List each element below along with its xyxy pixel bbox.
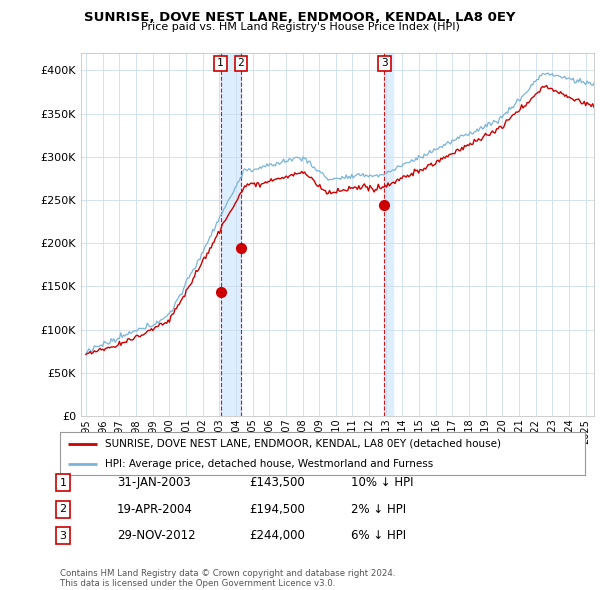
Text: 1: 1 (217, 58, 224, 68)
Text: £194,500: £194,500 (249, 503, 305, 516)
Text: 19-APR-2004: 19-APR-2004 (117, 503, 193, 516)
Text: Price paid vs. HM Land Registry's House Price Index (HPI): Price paid vs. HM Land Registry's House … (140, 22, 460, 32)
Text: 1: 1 (59, 478, 67, 487)
Bar (385, 53, 393, 416)
Bar (221, 53, 241, 416)
Text: 6% ↓ HPI: 6% ↓ HPI (351, 529, 406, 542)
Text: £143,500: £143,500 (249, 476, 305, 489)
Text: 10% ↓ HPI: 10% ↓ HPI (351, 476, 413, 489)
Text: SUNRISE, DOVE NEST LANE, ENDMOOR, KENDAL, LA8 0EY: SUNRISE, DOVE NEST LANE, ENDMOOR, KENDAL… (84, 11, 516, 24)
Text: 29-NOV-2012: 29-NOV-2012 (117, 529, 196, 542)
Text: £244,000: £244,000 (249, 529, 305, 542)
Text: 2: 2 (238, 58, 244, 68)
Text: 3: 3 (59, 531, 67, 540)
Text: 3: 3 (381, 58, 388, 68)
Text: SUNRISE, DOVE NEST LANE, ENDMOOR, KENDAL, LA8 0EY (detached house): SUNRISE, DOVE NEST LANE, ENDMOOR, KENDAL… (104, 439, 500, 449)
Text: 2% ↓ HPI: 2% ↓ HPI (351, 503, 406, 516)
Text: 31-JAN-2003: 31-JAN-2003 (117, 476, 191, 489)
Text: 2: 2 (59, 504, 67, 514)
Text: HPI: Average price, detached house, Westmorland and Furness: HPI: Average price, detached house, West… (104, 460, 433, 469)
Text: Contains HM Land Registry data © Crown copyright and database right 2024.
This d: Contains HM Land Registry data © Crown c… (60, 569, 395, 588)
